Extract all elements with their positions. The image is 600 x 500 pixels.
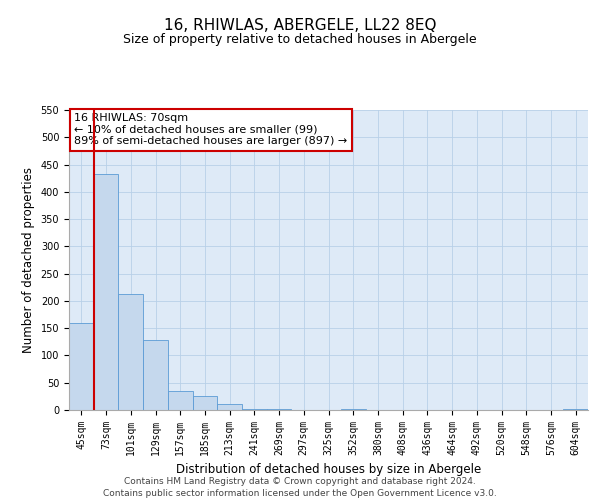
Text: 16, RHIWLAS, ABERGELE, LL22 8EQ: 16, RHIWLAS, ABERGELE, LL22 8EQ [164,18,436,32]
Bar [193,396,217,410]
X-axis label: Distribution of detached houses by size in Abergele: Distribution of detached houses by size … [176,464,481,476]
Text: Contains HM Land Registry data © Crown copyright and database right 2024.
Contai: Contains HM Land Registry data © Crown c… [103,476,497,498]
Bar [217,404,242,410]
Text: Size of property relative to detached houses in Abergele: Size of property relative to detached ho… [123,32,477,46]
Bar [168,391,193,410]
Text: 16 RHIWLAS: 70sqm
← 10% of detached houses are smaller (99)
89% of semi-detached: 16 RHIWLAS: 70sqm ← 10% of detached hous… [74,113,347,146]
Bar [143,340,168,410]
Bar [94,174,118,410]
Bar [69,324,94,410]
Y-axis label: Number of detached properties: Number of detached properties [22,167,35,353]
Bar [118,294,143,410]
